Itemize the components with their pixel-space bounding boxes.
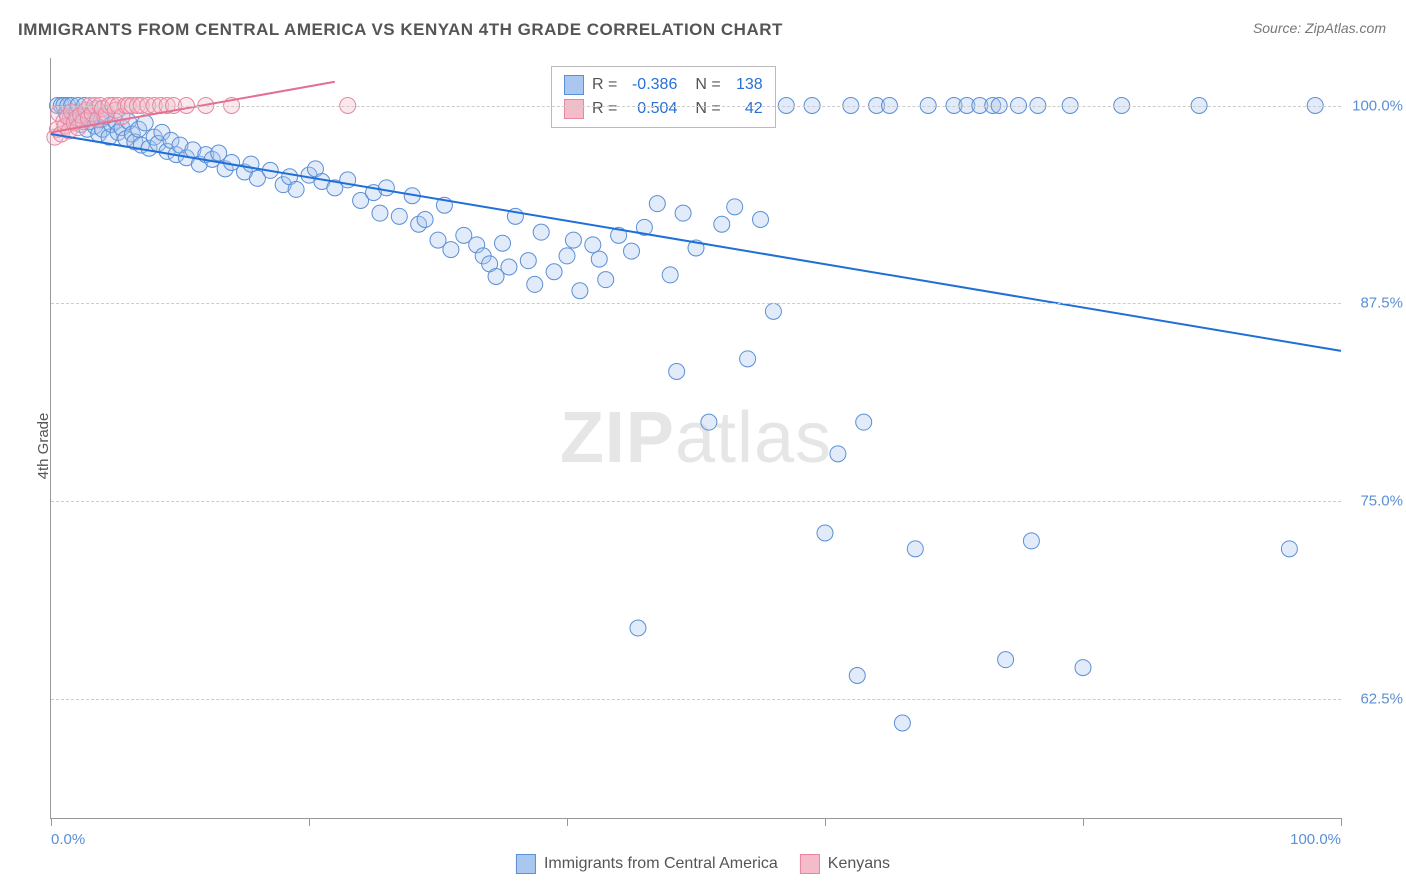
source-attribution: Source: ZipAtlas.com: [1253, 20, 1386, 36]
gridline: [51, 106, 1341, 107]
r-value: 0.504: [625, 97, 677, 121]
blue-trend-line: [51, 134, 1341, 351]
x-tick: [309, 818, 310, 826]
data-point: [527, 276, 543, 292]
data-point: [565, 232, 581, 248]
y-tick-label: 62.5%: [1360, 691, 1403, 708]
n-label: N =: [695, 97, 720, 121]
x-tick-label: 0.0%: [51, 831, 85, 848]
data-point: [765, 303, 781, 319]
r-label: R =: [592, 73, 617, 97]
data-point: [443, 242, 459, 258]
x-tick: [1341, 818, 1342, 826]
data-point: [669, 364, 685, 380]
data-point: [856, 414, 872, 430]
data-point: [495, 235, 511, 251]
x-tick-label: 100.0%: [1290, 831, 1341, 848]
data-point: [501, 259, 517, 275]
data-point: [533, 224, 549, 240]
n-value: 42: [729, 97, 763, 121]
data-point: [559, 248, 575, 264]
legend-swatch: [800, 854, 820, 874]
data-point: [907, 541, 923, 557]
series-swatch: [564, 99, 584, 119]
x-tick: [1083, 818, 1084, 826]
n-value: 138: [729, 73, 763, 97]
data-point: [624, 243, 640, 259]
plot-area: ZIPatlas R =-0.386N =138R =0.504N =42 62…: [50, 58, 1341, 819]
gridline: [51, 303, 1341, 304]
legend-label: Kenyans: [828, 855, 890, 873]
data-point: [630, 620, 646, 636]
r-label: R =: [592, 97, 617, 121]
legend-swatch: [516, 854, 536, 874]
stats-row: R = -0.386 N = 138: [564, 73, 763, 97]
legend-item: Immigrants from Central America: [516, 854, 778, 874]
y-tick-label: 100.0%: [1352, 97, 1403, 114]
legend: Immigrants from Central America Kenyans: [516, 854, 890, 874]
scatter-svg: [51, 58, 1341, 818]
data-point: [1075, 660, 1091, 676]
data-point: [817, 525, 833, 541]
data-point: [662, 267, 678, 283]
data-point: [675, 205, 691, 221]
gridline: [51, 501, 1341, 502]
data-point: [727, 199, 743, 215]
data-point: [740, 351, 756, 367]
x-tick: [51, 818, 52, 826]
data-point: [391, 208, 407, 224]
data-point: [894, 715, 910, 731]
chart-title: IMMIGRANTS FROM CENTRAL AMERICA VS KENYA…: [18, 20, 783, 40]
legend-label: Immigrants from Central America: [544, 855, 778, 873]
data-point: [701, 414, 717, 430]
data-point: [520, 253, 536, 269]
data-point: [598, 272, 614, 288]
series-swatch: [564, 75, 584, 95]
data-point: [1281, 541, 1297, 557]
data-point: [585, 237, 601, 253]
n-label: N =: [695, 73, 720, 97]
data-point: [378, 180, 394, 196]
data-point: [714, 216, 730, 232]
y-tick-label: 87.5%: [1360, 295, 1403, 312]
legend-item: Kenyans: [800, 854, 890, 874]
r-value: -0.386: [625, 73, 677, 97]
data-point: [830, 446, 846, 462]
data-point: [849, 668, 865, 684]
data-point: [243, 156, 259, 172]
data-point: [753, 212, 769, 228]
data-point: [417, 212, 433, 228]
data-point: [546, 264, 562, 280]
data-point: [649, 196, 665, 212]
gridline: [51, 699, 1341, 700]
data-point: [372, 205, 388, 221]
y-tick-label: 75.0%: [1360, 493, 1403, 510]
data-point: [591, 251, 607, 267]
data-point: [572, 283, 588, 299]
correlation-stats-box: R = -0.386 N = 138 R = 0.504 N = 42: [551, 66, 776, 128]
data-point: [1023, 533, 1039, 549]
x-tick: [825, 818, 826, 826]
x-tick: [567, 818, 568, 826]
data-point: [998, 652, 1014, 668]
data-point: [288, 181, 304, 197]
stats-row: R = 0.504 N = 42: [564, 97, 763, 121]
